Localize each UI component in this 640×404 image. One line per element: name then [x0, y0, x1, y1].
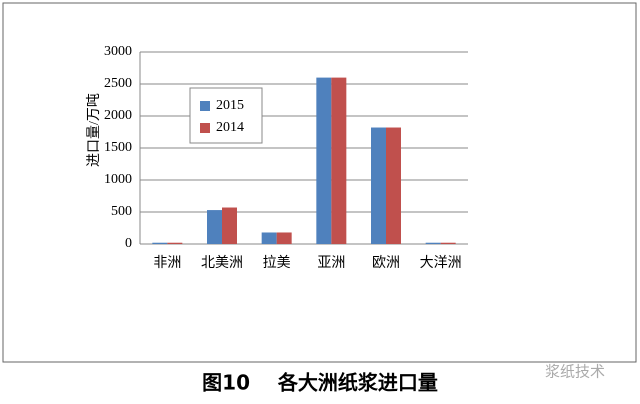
chart-title: 图10 各大洲纸浆进口量 [202, 371, 438, 395]
bar [371, 127, 386, 244]
y-tick-label: 3000 [104, 44, 132, 59]
bar [331, 77, 347, 244]
x-tick-label: 拉美 [263, 255, 291, 271]
y-axis-label: 进口量/万吨 [86, 93, 102, 167]
legend-box [189, 87, 263, 144]
watermark: 浆纸技术 [545, 363, 605, 381]
bar [167, 242, 183, 244]
y-tick-label: 500 [111, 204, 132, 219]
y-tick-label: 1000 [104, 172, 132, 187]
legend-label: 2015 [216, 98, 244, 113]
x-tick-label: 亚洲 [317, 256, 345, 271]
bar [316, 77, 332, 244]
bar [152, 242, 168, 244]
y-tick-label: 1500 [104, 140, 132, 155]
legend-swatch [200, 123, 210, 133]
bar [425, 242, 441, 244]
legend-label: 2014 [216, 120, 244, 135]
bar [261, 232, 277, 244]
y-tick-label: 0 [125, 236, 132, 251]
bar [207, 210, 222, 244]
x-tick-label: 大洋洲 [420, 255, 462, 271]
bar [440, 242, 456, 244]
y-tick-label: 2000 [104, 108, 132, 123]
bar [276, 232, 292, 244]
y-tick-label: 2500 [104, 76, 132, 91]
legend-swatch [200, 101, 210, 111]
bar [386, 127, 401, 244]
x-tick-label: 欧洲 [372, 255, 400, 271]
x-tick-label: 北美洲 [201, 255, 243, 271]
bar [222, 207, 237, 244]
x-tick-label: 非洲 [153, 255, 181, 271]
